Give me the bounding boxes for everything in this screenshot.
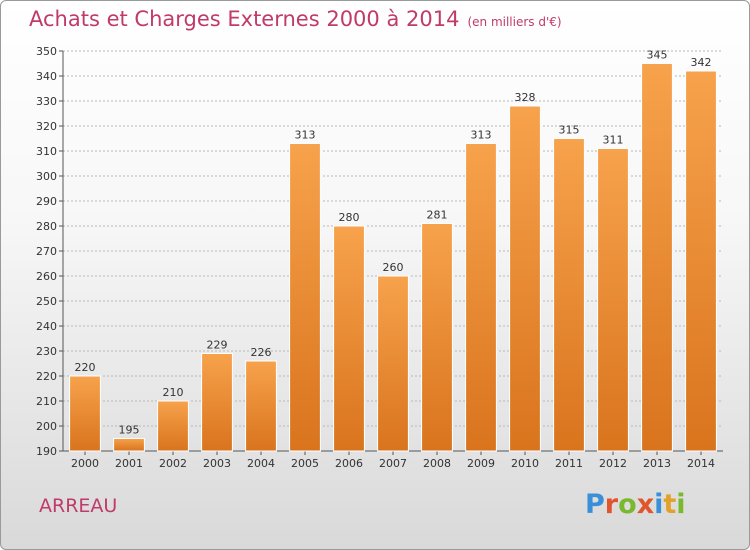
y-tick-label: 250	[36, 295, 57, 308]
bar-2005	[289, 143, 321, 452]
x-tick-label-2003: 2003	[203, 457, 231, 470]
x-tick-label-2011: 2011	[555, 457, 583, 470]
y-tick-label: 240	[36, 320, 57, 333]
data-label-2008: 281	[427, 209, 448, 222]
bar-2012	[597, 148, 629, 452]
bar-2007	[377, 275, 409, 452]
data-label-2005: 313	[295, 129, 316, 142]
bar-2011	[553, 138, 585, 452]
data-label-2002: 210	[163, 386, 184, 399]
chart-unit: (en milliers d'€)	[467, 15, 562, 29]
logo-letter: i	[676, 489, 686, 520]
bar-2013	[641, 63, 673, 452]
bar-2006	[333, 225, 365, 452]
bar-2014	[685, 70, 717, 452]
proxiti-logo: Proxiti	[585, 489, 686, 520]
x-tick-label-2001: 2001	[115, 457, 143, 470]
y-tick-label: 330	[36, 95, 57, 108]
chart-title-text: Achats et Charges Externes 2000 à 2014	[29, 7, 460, 31]
data-label-2007: 260	[383, 261, 404, 274]
data-label-2001: 195	[119, 424, 140, 437]
data-label-2000: 220	[75, 361, 96, 374]
x-tick-label-2007: 2007	[379, 457, 407, 470]
data-label-2012: 311	[603, 134, 624, 147]
logo-letter: t	[663, 489, 677, 520]
bar-2002	[157, 400, 189, 452]
bar-2008	[421, 223, 453, 452]
y-tick-label: 260	[36, 270, 57, 283]
data-label-2006: 280	[339, 211, 360, 224]
y-tick-label: 270	[36, 245, 57, 258]
x-tick-label-2012: 2012	[599, 457, 627, 470]
chart-title: Achats et Charges Externes 2000 à 2014 (e…	[29, 7, 562, 31]
logo-letter: x	[636, 489, 655, 520]
x-tick-label-2004: 2004	[247, 457, 275, 470]
x-tick-label-2006: 2006	[335, 457, 363, 470]
y-tick-label: 290	[36, 195, 57, 208]
y-tick-label: 310	[36, 145, 57, 158]
x-tick-label-2009: 2009	[467, 457, 495, 470]
x-tick-label-2002: 2002	[159, 457, 187, 470]
data-label-2014: 342	[691, 56, 712, 69]
labels: 190 200 210 220 230 240 250 260 270 280 290 300 310 3…	[36, 45, 715, 470]
y-tick-label: 230	[36, 345, 57, 358]
bar-2001	[113, 438, 145, 452]
logo-letter: r	[604, 489, 619, 520]
logo-letter: P	[585, 489, 605, 520]
y-tick-label: 320	[36, 120, 57, 133]
y-tick-label: 200	[36, 420, 57, 433]
bar-2009	[465, 143, 497, 452]
x-tick-label-2010: 2010	[511, 457, 539, 470]
data-label-2009: 313	[471, 129, 492, 142]
y-tick-label: 300	[36, 170, 57, 183]
y-tick-label: 340	[36, 70, 57, 83]
y-tick-label: 190	[36, 445, 57, 458]
logo-letter: i	[654, 489, 664, 520]
x-tick-label-2000: 2000	[71, 457, 99, 470]
bars	[69, 63, 717, 452]
bar-2003	[201, 353, 233, 452]
data-label-2011: 315	[559, 124, 580, 137]
y-tick-label: 220	[36, 370, 57, 383]
commune-name: ARREAU	[39, 495, 118, 517]
x-tick-label-2014: 2014	[687, 457, 715, 470]
y-tick-label: 280	[36, 220, 57, 233]
x-tick-label-2005: 2005	[291, 457, 319, 470]
data-label-2013: 345	[647, 49, 668, 62]
y-tick-label: 210	[36, 395, 57, 408]
x-tick-label-2008: 2008	[423, 457, 451, 470]
x-tick-label-2013: 2013	[643, 457, 671, 470]
bar-2004	[245, 360, 277, 452]
y-tick-label: 350	[36, 45, 57, 58]
data-label-2004: 226	[251, 346, 272, 359]
data-label-2010: 328	[515, 91, 536, 104]
bar-2010	[509, 105, 541, 452]
bar-2000	[69, 375, 101, 452]
logo-letter: o	[618, 489, 637, 520]
data-label-2003: 229	[207, 339, 228, 352]
